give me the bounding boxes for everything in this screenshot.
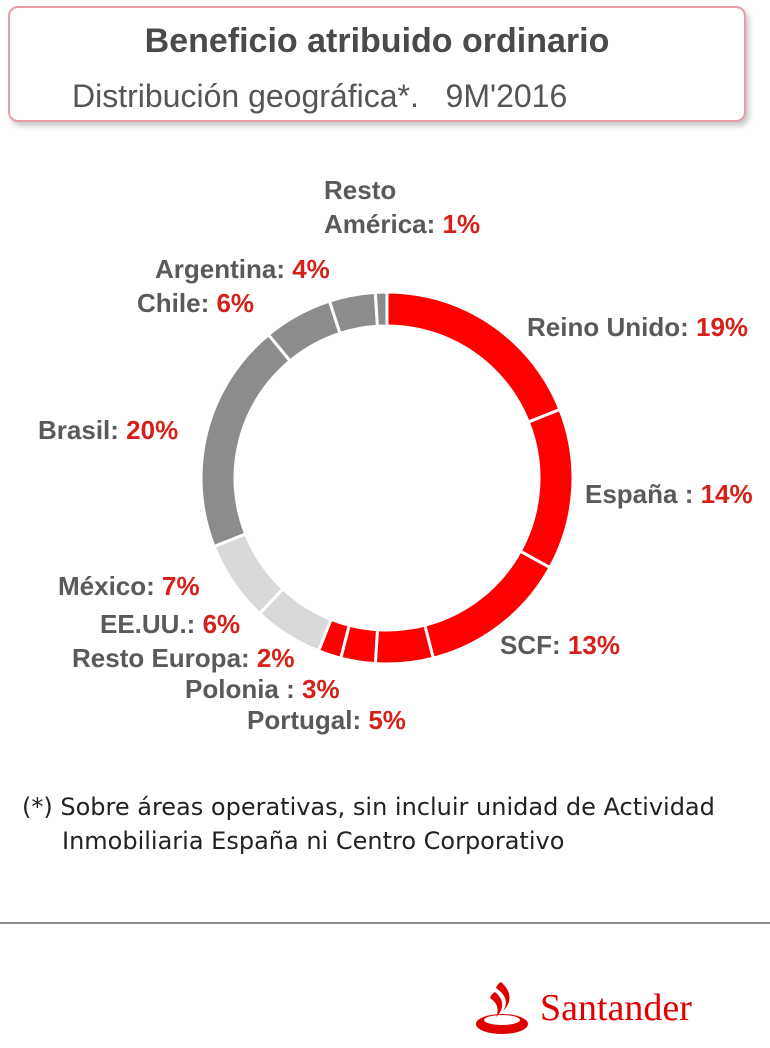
slice-mexico <box>212 532 286 616</box>
value-resto-europa: 2% <box>250 643 295 673</box>
divider <box>0 922 770 924</box>
value-brasil: 20% <box>119 415 178 445</box>
value-espana: 14% <box>693 479 752 509</box>
label-resto-america-line-2: América: 1% <box>324 209 480 239</box>
slice-argentina <box>327 290 380 336</box>
footnote-line-2: Inmobiliaria España ni Centro Corporativ… <box>62 827 565 855</box>
slice-resto-america <box>373 290 389 328</box>
value-polonia: 3% <box>295 674 340 704</box>
donut-chart: Reino Unido: 19% España : 14% SCF: 13% Port… <box>38 175 753 735</box>
value-portugal: 5% <box>361 705 406 735</box>
footnote-line-1: (*) Sobre áreas operativas, sin incluir … <box>22 793 715 821</box>
label-portugal: Portugal: 5% <box>247 705 406 735</box>
chart-title-box: Beneficio atribuido ordinario Distribuci… <box>8 6 746 122</box>
chart-title: Beneficio atribuido ordinario <box>144 22 610 60</box>
chart-subtitle: Distribución geográfica*. 9M'2016 <box>72 78 568 114</box>
value-argentina: 4% <box>285 254 330 284</box>
label-mexico: México: 7% <box>58 571 200 601</box>
label-resto-europa: Resto Europa: 2% <box>72 643 295 673</box>
label-polonia: Polonia : 3% <box>185 674 340 704</box>
value-scf: 13% <box>561 630 620 660</box>
brand-name: Santander <box>540 987 692 1029</box>
label-reino-unido: Reino Unido: 19% <box>527 312 748 342</box>
label-espana: España : 14% <box>585 479 753 509</box>
value-ee-uu: 6% <box>195 609 240 639</box>
slice-brasil <box>199 332 293 549</box>
santander-flame-icon <box>476 982 528 1034</box>
value-chile: 6% <box>209 288 254 318</box>
label-chile: Chile: 6% <box>137 288 254 318</box>
brand-logo: Santander <box>474 978 754 1038</box>
slice-portugal <box>373 623 436 666</box>
label-resto-america-line-1: Resto <box>324 175 396 205</box>
value-resto-america: 1% <box>435 209 480 239</box>
footnote: (*) Sobre áreas operativas, sin incluir … <box>22 790 742 858</box>
label-argentina: Argentina: 4% <box>155 254 330 284</box>
slice-espana <box>518 407 575 570</box>
value-reino-unido: 19% <box>689 312 748 342</box>
label-ee-uu: EE.UU.: 6% <box>100 609 240 639</box>
label-scf: SCF: 13% <box>500 630 620 660</box>
label-brasil: Brasil: 20% <box>38 415 178 445</box>
value-mexico: 7% <box>155 571 200 601</box>
